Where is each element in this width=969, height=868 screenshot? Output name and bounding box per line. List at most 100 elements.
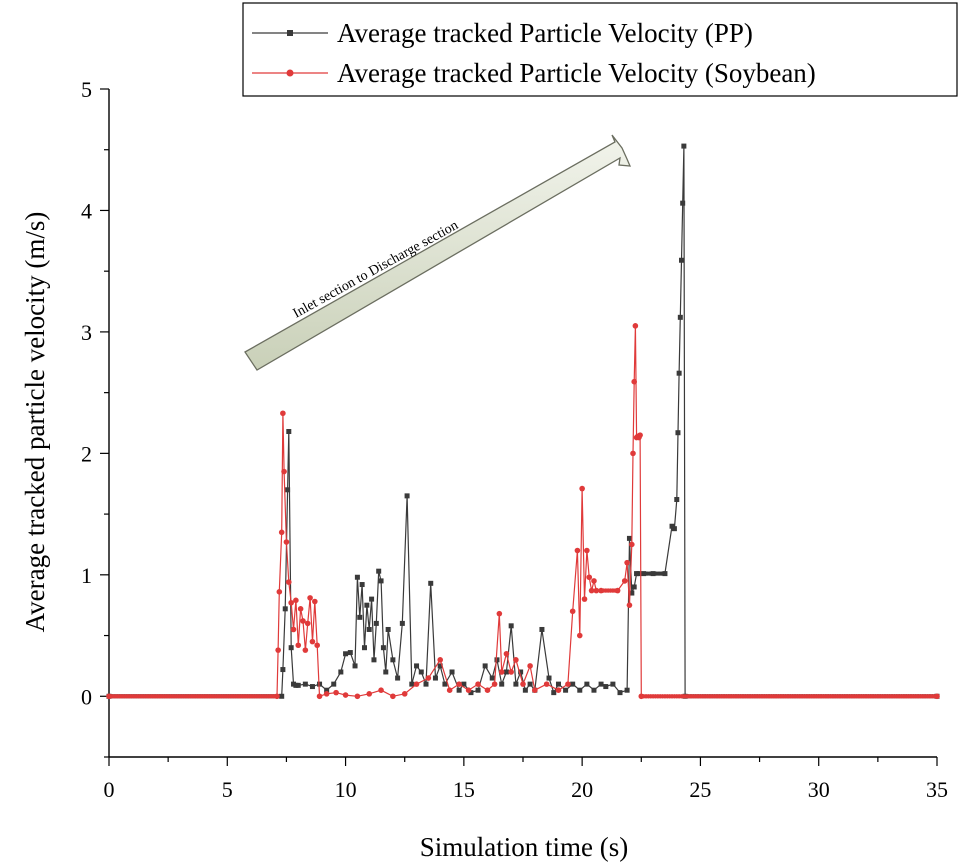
data-point <box>333 689 339 696</box>
data-point <box>624 559 630 566</box>
data-point <box>295 682 301 688</box>
data-point <box>630 450 636 457</box>
data-point <box>632 323 639 329</box>
data-point <box>338 669 344 675</box>
data-point <box>498 669 505 675</box>
data-point-fill <box>279 694 284 699</box>
data-point <box>288 645 294 651</box>
data-point <box>522 687 528 693</box>
y-tick-label: 1 <box>81 563 92 588</box>
data-point-fill <box>932 694 937 699</box>
data-point <box>293 597 299 604</box>
data-point <box>584 547 590 554</box>
data-point-fill <box>653 571 658 576</box>
data-point-fill <box>613 588 618 593</box>
data-point <box>551 690 557 696</box>
data-point <box>513 681 519 687</box>
plot-axes: 0 1 2 3 4 5 0 5 10 15 20 25 30 35 <box>81 77 948 802</box>
data-point <box>309 638 316 645</box>
data-point <box>641 571 647 577</box>
x-tick-label: 30 <box>808 777 830 802</box>
x-tick-label: 15 <box>453 777 475 802</box>
data-point <box>376 568 382 574</box>
data-point <box>676 370 682 376</box>
data-point <box>442 681 448 687</box>
series-line <box>109 146 937 697</box>
data-point <box>324 687 330 693</box>
data-point <box>286 429 292 435</box>
data-point <box>446 687 453 693</box>
data-point <box>456 687 462 693</box>
data-point <box>565 681 571 687</box>
data-point <box>404 493 410 499</box>
data-point <box>576 632 583 639</box>
legend-label-pp: Average tracked Particle Velocity (PP) <box>337 18 753 48</box>
data-point <box>281 468 287 475</box>
data-point <box>631 378 637 385</box>
data-point <box>390 693 396 700</box>
data-point <box>591 687 597 693</box>
data-point-fill <box>648 571 653 576</box>
data-point <box>496 610 503 617</box>
y-tick-label: 4 <box>81 198 92 223</box>
legend-label-soybean: Average tracked Particle Velocity (Soybe… <box>337 58 816 88</box>
data-point <box>307 595 313 601</box>
data-point <box>342 692 349 698</box>
data-point <box>569 608 576 615</box>
data-point <box>482 663 488 669</box>
data-point <box>357 614 363 620</box>
data-point <box>290 626 297 633</box>
x-tick-label: 10 <box>335 777 357 802</box>
series-layer <box>106 143 940 700</box>
data-point <box>437 657 444 663</box>
y-tick-label: 2 <box>81 441 92 466</box>
data-point-fill <box>658 571 663 576</box>
data-point <box>546 675 552 681</box>
data-point <box>352 663 358 669</box>
data-point <box>354 693 361 700</box>
data-point <box>456 681 462 687</box>
data-point <box>378 687 384 693</box>
data-point <box>383 669 389 675</box>
data-point <box>574 547 581 554</box>
data-point <box>671 526 677 532</box>
data-point <box>555 687 562 693</box>
data-point <box>366 626 372 632</box>
data-point-fill <box>655 571 660 576</box>
data-point <box>461 681 467 687</box>
data-point <box>323 691 330 697</box>
data-point <box>418 669 424 675</box>
data-point <box>539 626 545 632</box>
data-point <box>675 430 681 436</box>
data-point <box>373 620 379 626</box>
x-tick-label: 20 <box>571 777 593 802</box>
data-point <box>364 602 370 608</box>
series-soybean <box>106 323 940 700</box>
data-point <box>563 687 569 693</box>
legend: Average tracked Particle Velocity (PP) A… <box>242 2 958 97</box>
data-point <box>380 645 386 651</box>
data-point-fill <box>646 571 651 576</box>
data-point <box>484 687 491 693</box>
x-axis-title: Simulation time (s) <box>420 832 629 862</box>
data-point <box>423 681 429 687</box>
data-point <box>437 663 443 669</box>
data-point-fill <box>274 694 280 699</box>
data-point <box>491 681 498 687</box>
data-point <box>631 584 637 590</box>
data-point <box>282 606 288 612</box>
data-point <box>385 626 391 632</box>
data-point <box>637 432 643 438</box>
legend-box <box>242 2 958 97</box>
data-point <box>610 681 616 687</box>
data-point <box>499 681 505 687</box>
y-tick-label: 0 <box>81 684 92 709</box>
data-point <box>302 681 308 687</box>
data-point <box>662 571 668 577</box>
data-point <box>395 675 401 681</box>
data-point <box>366 691 373 697</box>
data-point <box>513 657 519 663</box>
data-point <box>527 663 533 669</box>
data-point <box>629 541 635 548</box>
